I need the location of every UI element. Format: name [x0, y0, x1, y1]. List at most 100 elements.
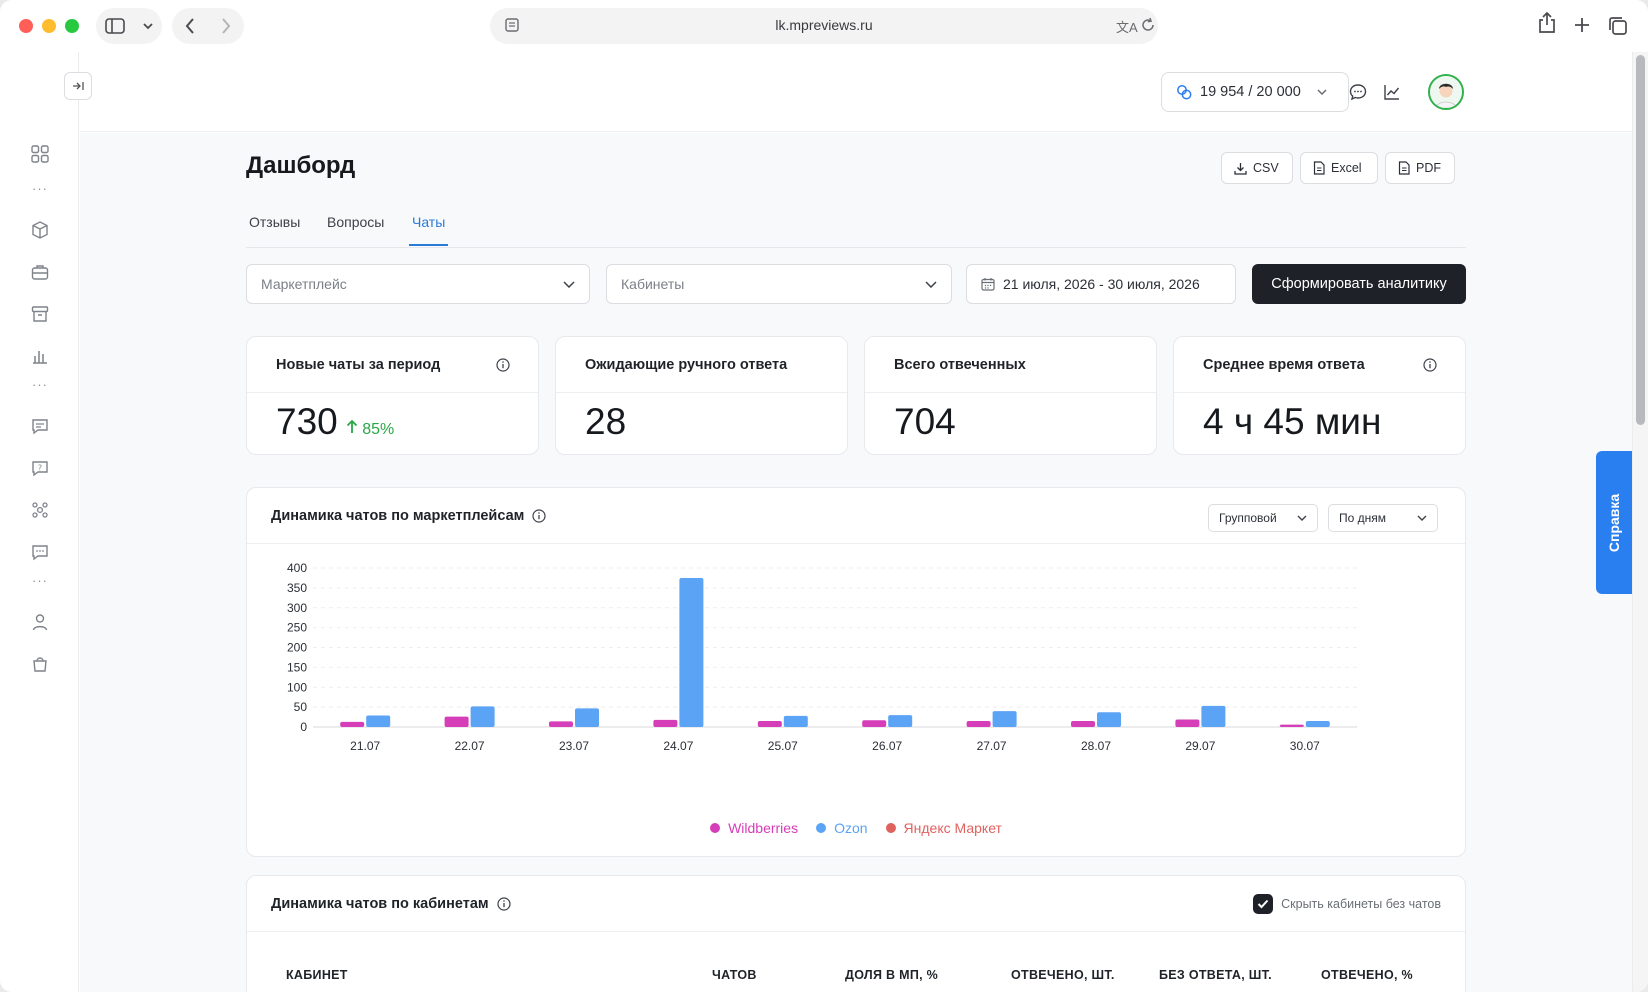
column-header-answered-percent[interactable]: ОТВЕЧЕНО, % — [1321, 968, 1413, 982]
chevron-down-icon[interactable] — [143, 22, 153, 30]
tab-questions[interactable]: Вопросы — [327, 214, 385, 230]
y-tick-label: 150 — [287, 660, 307, 674]
share-icon[interactable] — [1538, 12, 1556, 34]
cabinets-select[interactable]: Кабинеты — [606, 264, 952, 304]
hide-empty-cabinets-toggle[interactable]: Скрыть кабинеты без чатов — [1253, 894, 1441, 914]
bar-wildberries — [1071, 721, 1095, 727]
export-csv-button[interactable]: CSV — [1221, 152, 1293, 184]
analytics-icon[interactable] — [28, 344, 52, 368]
marketplace-bar-chart: 0 50 100 150 200 250 300 350 400 21.07 22.07 23.07 2… — [287, 561, 1357, 753]
document-icon — [1313, 161, 1325, 175]
minimize-window-button[interactable] — [42, 19, 56, 33]
collapse-sidebar-button[interactable] — [64, 72, 92, 100]
reviews-icon[interactable] — [28, 414, 52, 438]
shop-bag-icon[interactable] — [28, 652, 52, 676]
info-icon[interactable] — [497, 896, 511, 911]
user-avatar[interactable] — [1428, 74, 1464, 110]
page-scrollbar[interactable] — [1632, 52, 1648, 992]
kpi-card-avg-response-time: Среднее время ответа 4 ч 45 мин — [1173, 336, 1466, 455]
credits-value: 19 954 / 20 000 — [1200, 84, 1301, 100]
info-icon[interactable] — [1423, 357, 1437, 372]
arrow-up-icon — [346, 419, 357, 433]
date-range-picker[interactable]: 21 июля, 2026 - 30 июля, 2026 — [966, 264, 1236, 304]
chevron-down-icon — [563, 280, 575, 288]
column-header-answered-count[interactable]: ОТВЕЧЕНО, ШТ. — [1011, 968, 1115, 982]
generate-analytics-button[interactable]: Сформировать аналитику — [1252, 264, 1466, 304]
x-tick-label: 28.07 — [1081, 739, 1111, 753]
download-icon — [1234, 162, 1247, 175]
legend-label: Ozon — [834, 820, 868, 836]
y-tick-label: 250 — [287, 621, 307, 635]
briefcase-icon[interactable] — [28, 260, 52, 284]
hide-empty-checkbox[interactable] — [1253, 894, 1274, 914]
column-header-mp-share[interactable]: ДОЛЯ В МП, % — [845, 968, 939, 982]
bar-ozon — [1201, 705, 1226, 727]
chart-line-icon[interactable] — [1380, 80, 1404, 104]
collapse-icon — [73, 82, 84, 90]
dashboard-icon[interactable] — [28, 142, 52, 166]
help-button[interactable]: Справка — [1596, 451, 1632, 594]
cabinets-select-placeholder: Кабинеты — [621, 276, 685, 292]
close-window-button[interactable] — [19, 19, 33, 33]
translate-icon[interactable]: 文A — [1116, 20, 1138, 35]
column-header-chats[interactable]: ЧАТОВ — [712, 968, 757, 982]
bar-wildberries — [1175, 719, 1200, 727]
browser-toolbar: lk.mpreviews.ru 文A — [0, 0, 1648, 52]
chevron-down-icon — [1417, 515, 1427, 521]
sidebar-toggle-icon[interactable] — [105, 18, 125, 34]
legend-label: Wildberries — [728, 820, 799, 836]
table-card-title: Динамика чатов по кабинетам — [271, 895, 489, 912]
history-nav-group — [172, 8, 244, 44]
archive-icon[interactable] — [28, 302, 52, 326]
bar-ozon — [470, 706, 495, 727]
kpi-value: 730 — [276, 401, 338, 442]
chats-icon[interactable] — [28, 540, 52, 564]
chevron-down-icon — [1297, 515, 1307, 521]
sidebar-toggle-group[interactable] — [96, 8, 162, 44]
credits-dropdown[interactable]: 19 954 / 20 000 — [1161, 72, 1349, 112]
back-icon[interactable] — [185, 18, 195, 34]
export-pdf-button[interactable]: PDF — [1385, 152, 1455, 184]
info-icon[interactable] — [532, 508, 546, 523]
legend-item[interactable]: Wildberries — [710, 820, 798, 836]
messages-icon[interactable] — [1346, 80, 1370, 104]
legend-dot — [710, 823, 721, 833]
forward-icon[interactable] — [221, 18, 231, 34]
address-bar[interactable]: lk.mpreviews.ru 文A — [490, 8, 1158, 44]
chart-card-title: Динамика чатов по маркетплейсам — [271, 507, 525, 524]
chart-mode-select[interactable]: Групповой — [1208, 504, 1318, 532]
x-tick-label: 21.07 — [350, 739, 380, 753]
kpi-label: Ожидающие ручного ответа — [585, 356, 788, 373]
questions-icon[interactable]: ? — [28, 456, 52, 480]
user-icon[interactable] — [28, 610, 52, 634]
bar-wildberries — [340, 721, 365, 727]
info-icon[interactable] — [496, 357, 510, 372]
integrations-icon[interactable] — [28, 498, 52, 522]
reader-icon[interactable] — [504, 17, 520, 33]
bar-ozon — [366, 715, 391, 727]
export-csv-label: CSV — [1253, 161, 1279, 175]
reload-icon[interactable] — [1140, 17, 1156, 33]
cubes-icon[interactable] — [28, 218, 52, 242]
legend-item[interactable]: Яндекс Маркет — [885, 820, 1002, 836]
export-excel-label: Excel — [1331, 161, 1362, 175]
tab-reviews[interactable]: Отзывы — [249, 214, 301, 230]
scrollbar-thumb[interactable] — [1636, 55, 1645, 425]
column-header-cabinet[interactable]: КАБИНЕТ — [286, 968, 348, 982]
tab-chats[interactable]: Чаты — [409, 214, 449, 246]
marketplace-chats-chart-card: Динамика чатов по маркетплейсам Группово… — [246, 487, 1466, 857]
maximize-window-button[interactable] — [65, 19, 79, 33]
chart-period-select[interactable]: По дням — [1328, 504, 1438, 532]
kpi-delta: 85% — [346, 419, 394, 439]
tab-overview-icon[interactable] — [1608, 16, 1628, 36]
column-header-unanswered-count[interactable]: БЕЗ ОТВЕТА, ШТ. — [1159, 968, 1272, 982]
marketplace-select[interactable]: Маркетплейс — [246, 264, 590, 304]
export-excel-button[interactable]: Excel — [1300, 152, 1378, 184]
legend-item[interactable]: Ozon — [816, 820, 868, 836]
y-tick-label: 50 — [294, 700, 308, 714]
bar-ozon — [1305, 721, 1330, 727]
new-tab-icon[interactable] — [1574, 17, 1590, 33]
page-title: Дашборд — [246, 152, 356, 179]
bar-wildberries — [549, 721, 573, 727]
legend-dot — [885, 823, 896, 833]
